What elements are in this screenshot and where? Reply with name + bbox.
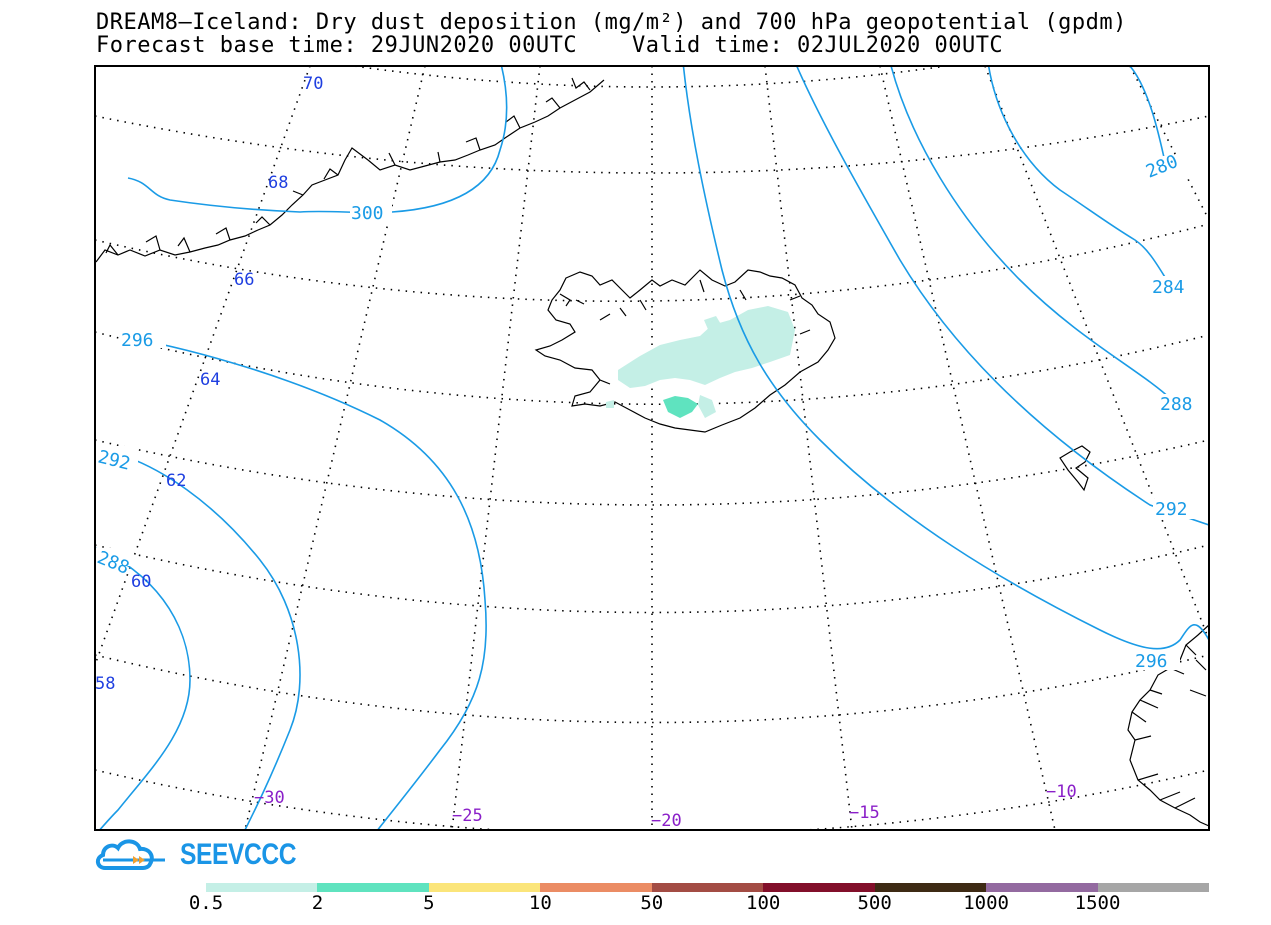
legend-swatch — [1097, 883, 1209, 892]
geopotential-contours — [95, 66, 1209, 830]
faroe-islands — [1059, 445, 1091, 492]
contour-label: 296 — [121, 330, 154, 351]
contour-label: 300 — [351, 203, 384, 224]
contour-label: 284 — [1152, 277, 1185, 298]
lon-label: −25 — [452, 806, 483, 826]
legend-swatch — [428, 883, 541, 892]
lat-label: 68 — [268, 173, 288, 193]
map-title: DREAM8—Iceland: Dry dust deposition (mg/… — [96, 10, 1127, 35]
contour-label: 296 — [1135, 651, 1168, 672]
map-subtitle: Forecast base time: 29JUN2020 00UTC Vali… — [96, 33, 1004, 58]
longitude-labels: −30 −25 −20 −15 −10 — [254, 782, 1077, 831]
lat-label: 58 — [95, 674, 115, 694]
legend-label: 10 — [528, 892, 552, 914]
legend-label: 500 — [857, 892, 892, 914]
contour-label: 288 — [1160, 394, 1193, 415]
legend-label: 2 — [311, 892, 324, 914]
legend-swatch — [206, 883, 318, 892]
lat-label: 66 — [234, 270, 254, 290]
seevccc-logo-text: SEEVCCC — [180, 838, 297, 871]
legend-label: 5 — [423, 892, 435, 914]
lat-label: 64 — [200, 370, 220, 390]
legend-swatch — [874, 883, 987, 892]
legend-label: 0.5 — [188, 892, 224, 914]
contour-labels: 300 296 292 288 280 284 288 292 296 — [94, 151, 1204, 672]
color-legend — [206, 883, 1209, 892]
lon-label: −20 — [651, 811, 682, 831]
seevccc-logo — [96, 839, 165, 870]
longitude-gridlines — [95, 66, 1209, 830]
lon-label: −15 — [849, 803, 880, 823]
iceland-coastline — [534, 269, 836, 433]
map-border — [94, 65, 1210, 831]
legend-swatch — [763, 883, 875, 892]
lon-label: −30 — [254, 788, 285, 808]
dust-deposition-area — [606, 306, 795, 418]
legend-swatch — [317, 883, 429, 892]
lat-label: 70 — [303, 74, 323, 94]
latitude-labels: 70 68 66 64 62 60 58 — [95, 74, 323, 694]
lat-label: 60 — [131, 572, 151, 592]
contour-label: 292 — [1155, 499, 1188, 520]
legend-label: 100 — [746, 892, 781, 914]
greenland-coastline — [95, 77, 605, 263]
legend-label: 1000 — [963, 892, 1009, 914]
lon-label: −10 — [1046, 782, 1077, 802]
legend-label: 50 — [640, 892, 664, 914]
legend-swatch — [986, 883, 1098, 892]
legend-swatch — [540, 883, 652, 892]
lat-label: 62 — [166, 471, 186, 491]
legend-label: 1500 — [1074, 892, 1121, 914]
legend-swatch — [651, 883, 764, 892]
